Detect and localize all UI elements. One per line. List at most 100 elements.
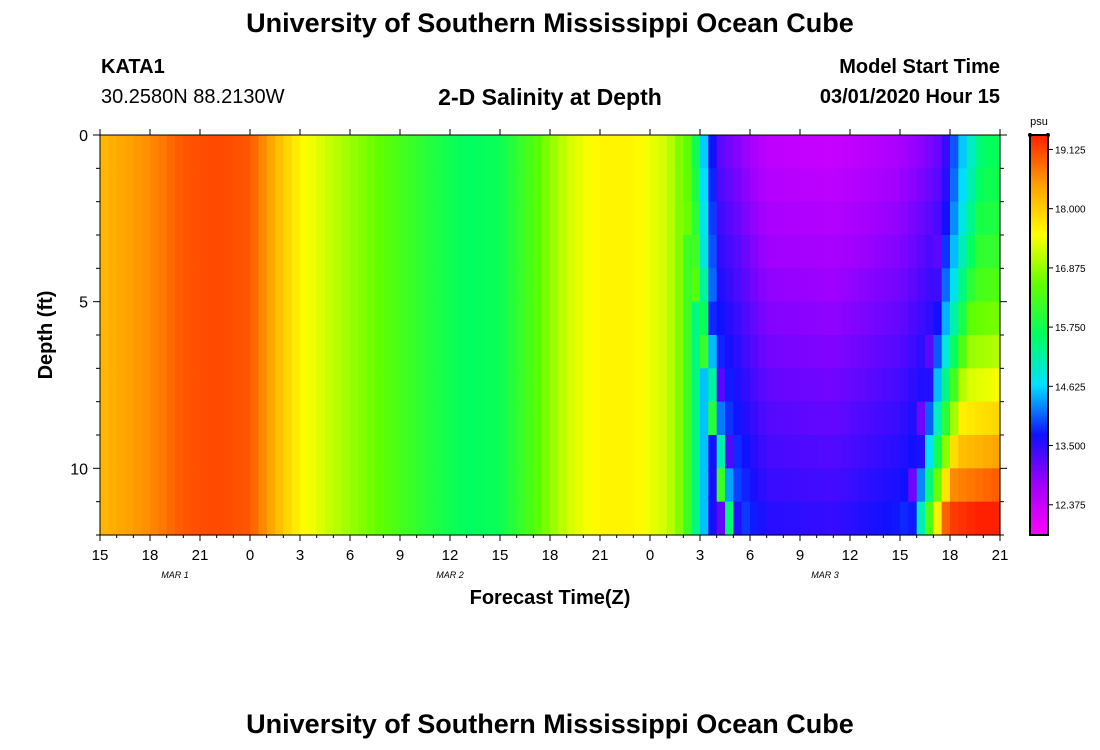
heatmap-cell	[883, 301, 893, 336]
heatmap-cell	[666, 501, 676, 536]
heatmap-cell	[333, 468, 343, 503]
salinity-heatmap	[100, 135, 1001, 536]
heatmap-cell	[900, 301, 909, 336]
heatmap-cell	[850, 301, 859, 336]
heatmap-cell	[675, 235, 684, 269]
heatmap-cell	[400, 301, 409, 336]
heatmap-cell	[416, 368, 426, 403]
heatmap-cell	[691, 168, 701, 203]
heatmap-cell	[558, 268, 568, 303]
heatmap-cell	[408, 268, 418, 303]
heatmap-cell	[708, 168, 718, 203]
heatmap-cell	[475, 235, 484, 269]
heatmap-cell	[283, 501, 293, 536]
heatmap-cell	[366, 168, 376, 203]
heatmap-cell	[275, 268, 284, 303]
heatmap-cell	[858, 168, 868, 203]
heatmap-cell	[616, 168, 626, 203]
heatmap-cell	[250, 501, 259, 536]
heatmap-cell	[591, 135, 601, 169]
heatmap-cell	[933, 501, 943, 536]
heatmap-cell	[608, 168, 618, 203]
heatmap-cell	[266, 135, 276, 169]
heatmap-cell	[900, 435, 909, 469]
heatmap-cell	[783, 301, 793, 336]
heatmap-cell	[383, 301, 393, 336]
heatmap-cell	[141, 335, 151, 369]
heatmap-cell	[833, 501, 843, 536]
x-tick-label: 3	[296, 547, 304, 564]
heatmap-cell	[341, 168, 351, 203]
heatmap-cell	[591, 201, 601, 236]
heatmap-cell	[325, 235, 334, 269]
heatmap-cell	[425, 268, 434, 303]
heatmap-cell	[375, 168, 384, 203]
heatmap-cell	[100, 368, 109, 403]
heatmap-cell	[575, 268, 584, 303]
heatmap-cell	[225, 135, 234, 169]
heatmap-cell	[783, 235, 793, 269]
model-start-value: 03/01/2020 Hour 15	[819, 86, 1000, 108]
heatmap-cell	[283, 201, 293, 236]
heatmap-cell	[825, 468, 834, 503]
heatmap-cell	[341, 468, 351, 503]
heatmap-cell	[833, 235, 843, 269]
heatmap-cell	[491, 235, 501, 269]
heatmap-cell	[625, 301, 634, 336]
heatmap-cell	[833, 335, 843, 369]
heatmap-cell	[300, 468, 309, 503]
heatmap-cell	[850, 135, 859, 169]
heatmap-cell	[425, 168, 434, 203]
heatmap-cell	[766, 401, 776, 436]
heatmap-cell	[216, 435, 226, 469]
y-axis: 0 5 10	[70, 128, 1007, 536]
x-tick-label: 9	[396, 547, 404, 564]
heatmap-cell	[700, 268, 709, 303]
heatmap-cell	[933, 135, 943, 169]
heatmap-cell	[291, 335, 301, 369]
heatmap-cell	[725, 368, 734, 403]
heatmap-cell	[441, 468, 451, 503]
heatmap-cell	[941, 135, 951, 169]
heatmap-cell	[733, 401, 743, 436]
heatmap-cell	[158, 435, 168, 469]
heatmap-cell	[275, 135, 284, 169]
heatmap-cell	[633, 235, 643, 269]
heatmap-cell	[625, 235, 634, 269]
heatmap-cell	[691, 435, 701, 469]
heatmap-cell	[558, 468, 568, 503]
heatmap-cell	[191, 368, 201, 403]
heatmap-cell	[108, 135, 118, 169]
heatmap-cell	[941, 368, 951, 403]
heatmap-cell	[450, 168, 459, 203]
heatmap-cell	[975, 368, 984, 403]
heatmap-cell	[366, 501, 376, 536]
heatmap-cell	[750, 468, 759, 503]
heatmap-cell	[400, 335, 409, 369]
heatmap-cell	[633, 501, 643, 536]
heatmap-cell	[383, 435, 393, 469]
heatmap-cell	[566, 501, 576, 536]
heatmap-cell	[391, 468, 401, 503]
heatmap-cell	[525, 235, 534, 269]
heatmap-cell	[366, 201, 376, 236]
heatmap-cell	[141, 135, 151, 169]
colorbar-tick-label: 12.375	[1055, 501, 1086, 512]
heatmap-cell	[400, 201, 409, 236]
heatmap-cell	[725, 201, 734, 236]
heatmap-cell	[425, 201, 434, 236]
heatmap-cell	[133, 235, 143, 269]
heatmap-cell	[400, 268, 409, 303]
heatmap-cell	[100, 301, 109, 336]
heatmap-cell	[416, 435, 426, 469]
heatmap-cell	[275, 501, 284, 536]
heatmap-cell	[433, 335, 443, 369]
heatmap-cell	[591, 401, 601, 436]
heatmap-cell	[575, 135, 584, 169]
heatmap-cell	[533, 168, 543, 203]
heatmap-cell	[491, 135, 501, 169]
heatmap-cell	[341, 401, 351, 436]
heatmap-cell	[708, 401, 718, 436]
heatmap-cell	[716, 168, 726, 203]
heatmap-cell	[258, 268, 268, 303]
